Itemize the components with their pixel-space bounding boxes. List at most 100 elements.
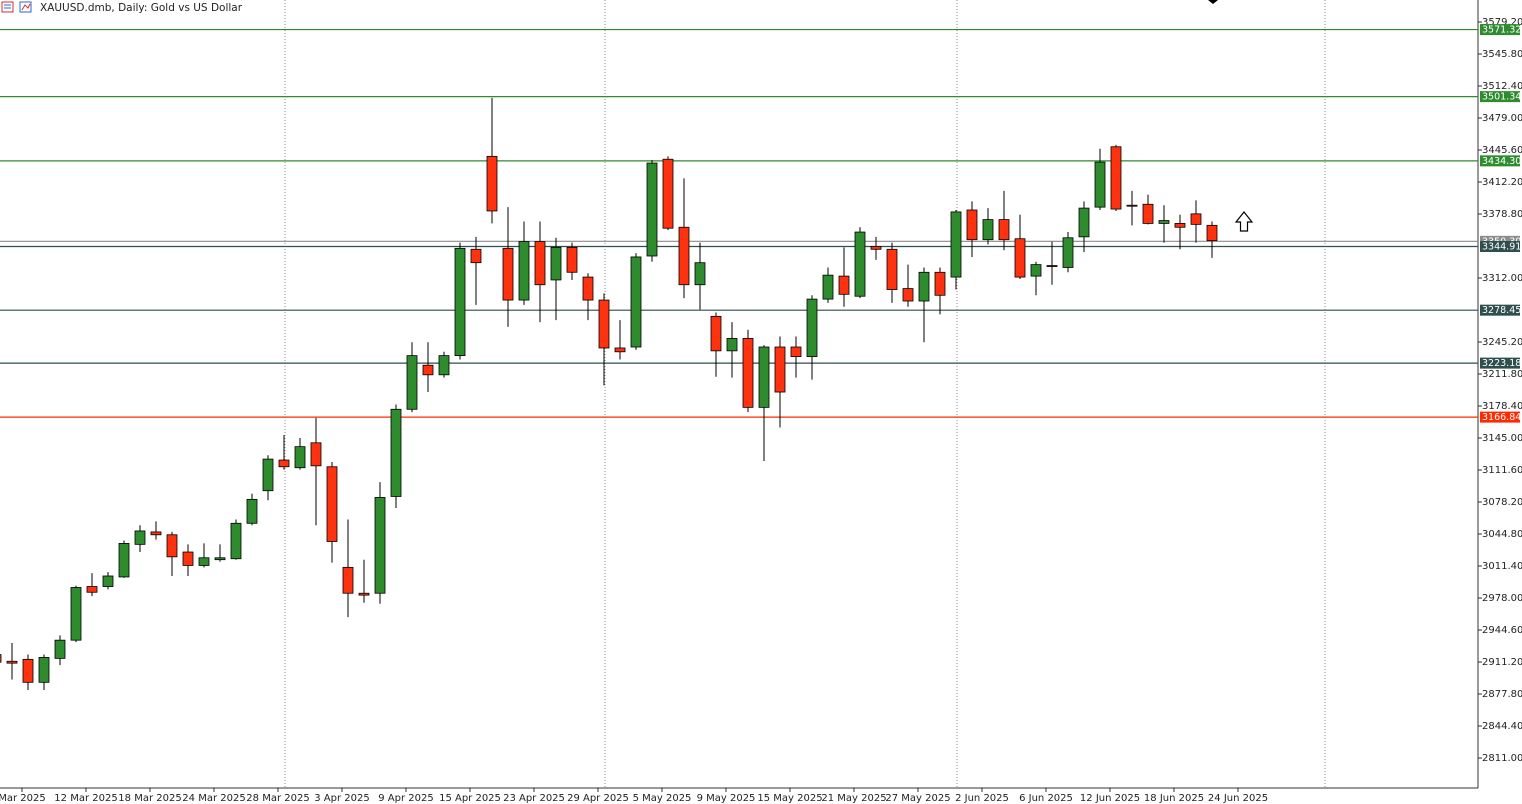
level-label-box <box>1480 411 1520 423</box>
candle-body <box>230 522 242 560</box>
x-tick-label: Mar 2025 <box>0 793 46 804</box>
level-label: 3166.84 <box>1482 412 1521 423</box>
level-label-box <box>1480 155 1520 167</box>
x-tick-label: 6 Jun 2025 <box>1019 793 1073 804</box>
month-separators <box>284 0 1326 788</box>
level-label-box <box>1480 304 1520 316</box>
cursor <box>1208 0 1218 4</box>
level-label: 3344.91 <box>1482 241 1521 252</box>
candle-body <box>470 248 482 264</box>
x-tick-label: 24 Jun 2025 <box>1208 793 1268 804</box>
candle-body <box>982 219 994 241</box>
candle-body <box>342 566 354 594</box>
candle-body <box>1174 223 1186 228</box>
candle-body <box>1046 265 1058 267</box>
x-tick-label: 5 May 2025 <box>633 793 692 804</box>
candle-body <box>358 592 370 596</box>
level-label-box <box>1480 91 1520 103</box>
y-tick-label: 2978.00 <box>1482 593 1522 604</box>
candle-body <box>870 246 882 250</box>
y-tick-label: 3445.60 <box>1482 145 1522 156</box>
candle-body <box>1030 264 1042 277</box>
y-tick-label: 2944.60 <box>1482 625 1522 636</box>
candle-body <box>918 271 930 302</box>
candle-body <box>422 364 434 376</box>
chart-title: XAUUSD.dmb, Daily: Gold vs US Dollar <box>40 2 243 14</box>
y-tick-label: 2811.00 <box>1482 753 1522 764</box>
candle-body <box>934 271 946 296</box>
x-tick-label: 28 Mar 2025 <box>246 793 309 804</box>
candle-body <box>0 654 2 663</box>
y-tick-label: 3178.40 <box>1482 401 1522 412</box>
x-tick-label: 23 Apr 2025 <box>503 793 565 804</box>
candle-body <box>966 209 978 241</box>
candle-body <box>1126 204 1138 207</box>
level-label: 3571.32 <box>1482 25 1521 36</box>
level-label: 3434.30 <box>1482 156 1521 167</box>
y-tick-label: 3512.40 <box>1482 81 1522 92</box>
x-tick-label: 12 Jun 2025 <box>1080 793 1140 804</box>
candle-body <box>838 275 850 295</box>
candle-body <box>406 355 418 410</box>
x-tick-label: 9 Apr 2025 <box>378 793 433 804</box>
candle-body <box>774 346 786 393</box>
candle-body <box>294 446 306 469</box>
candle-body <box>1142 203 1154 224</box>
candle-body <box>1206 224 1218 242</box>
header: XAUUSD.dmb, Daily: Gold vs US Dollar <box>1 1 243 14</box>
candle-body <box>486 155 498 212</box>
y-tick-label: 3245.20 <box>1482 337 1522 348</box>
x-tick-label: 21 May 2025 <box>821 793 886 804</box>
y-tick-label: 3312.00 <box>1482 273 1522 284</box>
candle-body <box>1078 207 1090 238</box>
candle-body <box>854 231 866 297</box>
candle-body <box>326 466 338 542</box>
candle-body <box>646 162 658 257</box>
candle-body <box>678 226 690 286</box>
candle-body <box>1110 146 1122 210</box>
x-tick-label: 2 Jun 2025 <box>955 793 1009 804</box>
candle-body <box>1190 213 1202 225</box>
candle-body <box>310 442 322 467</box>
candle-body <box>806 298 818 357</box>
candle-body <box>6 660 18 664</box>
y-tick-label: 3545.80 <box>1482 49 1522 60</box>
candle-body <box>246 498 258 524</box>
candle-body <box>998 219 1010 241</box>
candle-body <box>726 337 738 352</box>
candle-body <box>598 299 610 349</box>
candle-body <box>550 246 562 281</box>
y-tick-label: 3479.00 <box>1482 113 1522 124</box>
candle-body <box>38 657 50 683</box>
y-tick-label: 3211.80 <box>1482 369 1522 380</box>
candle-body <box>134 530 146 545</box>
candle-body <box>198 557 210 566</box>
candle-body <box>438 355 450 376</box>
candle-body <box>662 158 674 229</box>
level-label-box <box>1480 240 1520 252</box>
x-tick-label: 27 May 2025 <box>885 793 950 804</box>
candle-body <box>262 458 274 492</box>
candle-body <box>374 497 386 594</box>
candle-body <box>534 241 546 286</box>
candle-body <box>790 346 802 357</box>
y-tick-label: 2877.80 <box>1482 689 1522 700</box>
level-label: 3223.18 <box>1482 358 1521 369</box>
candle-body <box>390 408 402 497</box>
candle-body <box>454 247 466 357</box>
candle-body <box>518 241 530 301</box>
y-tick-label: 3579.20 <box>1482 17 1522 28</box>
y-tick-label: 3145.00 <box>1482 433 1522 444</box>
candle-body <box>182 551 194 566</box>
x-tick-label: 18 Jun 2025 <box>1144 793 1204 804</box>
candle-body <box>614 347 626 353</box>
candle-body <box>54 639 66 659</box>
candle-body <box>582 276 594 301</box>
y-tick-label: 3044.80 <box>1482 529 1522 540</box>
icon <box>19 1 32 13</box>
candle-body <box>22 658 34 683</box>
level-label-box <box>1480 357 1520 369</box>
y-tick-label: 3078.20 <box>1482 497 1522 508</box>
candle-body <box>278 459 290 468</box>
